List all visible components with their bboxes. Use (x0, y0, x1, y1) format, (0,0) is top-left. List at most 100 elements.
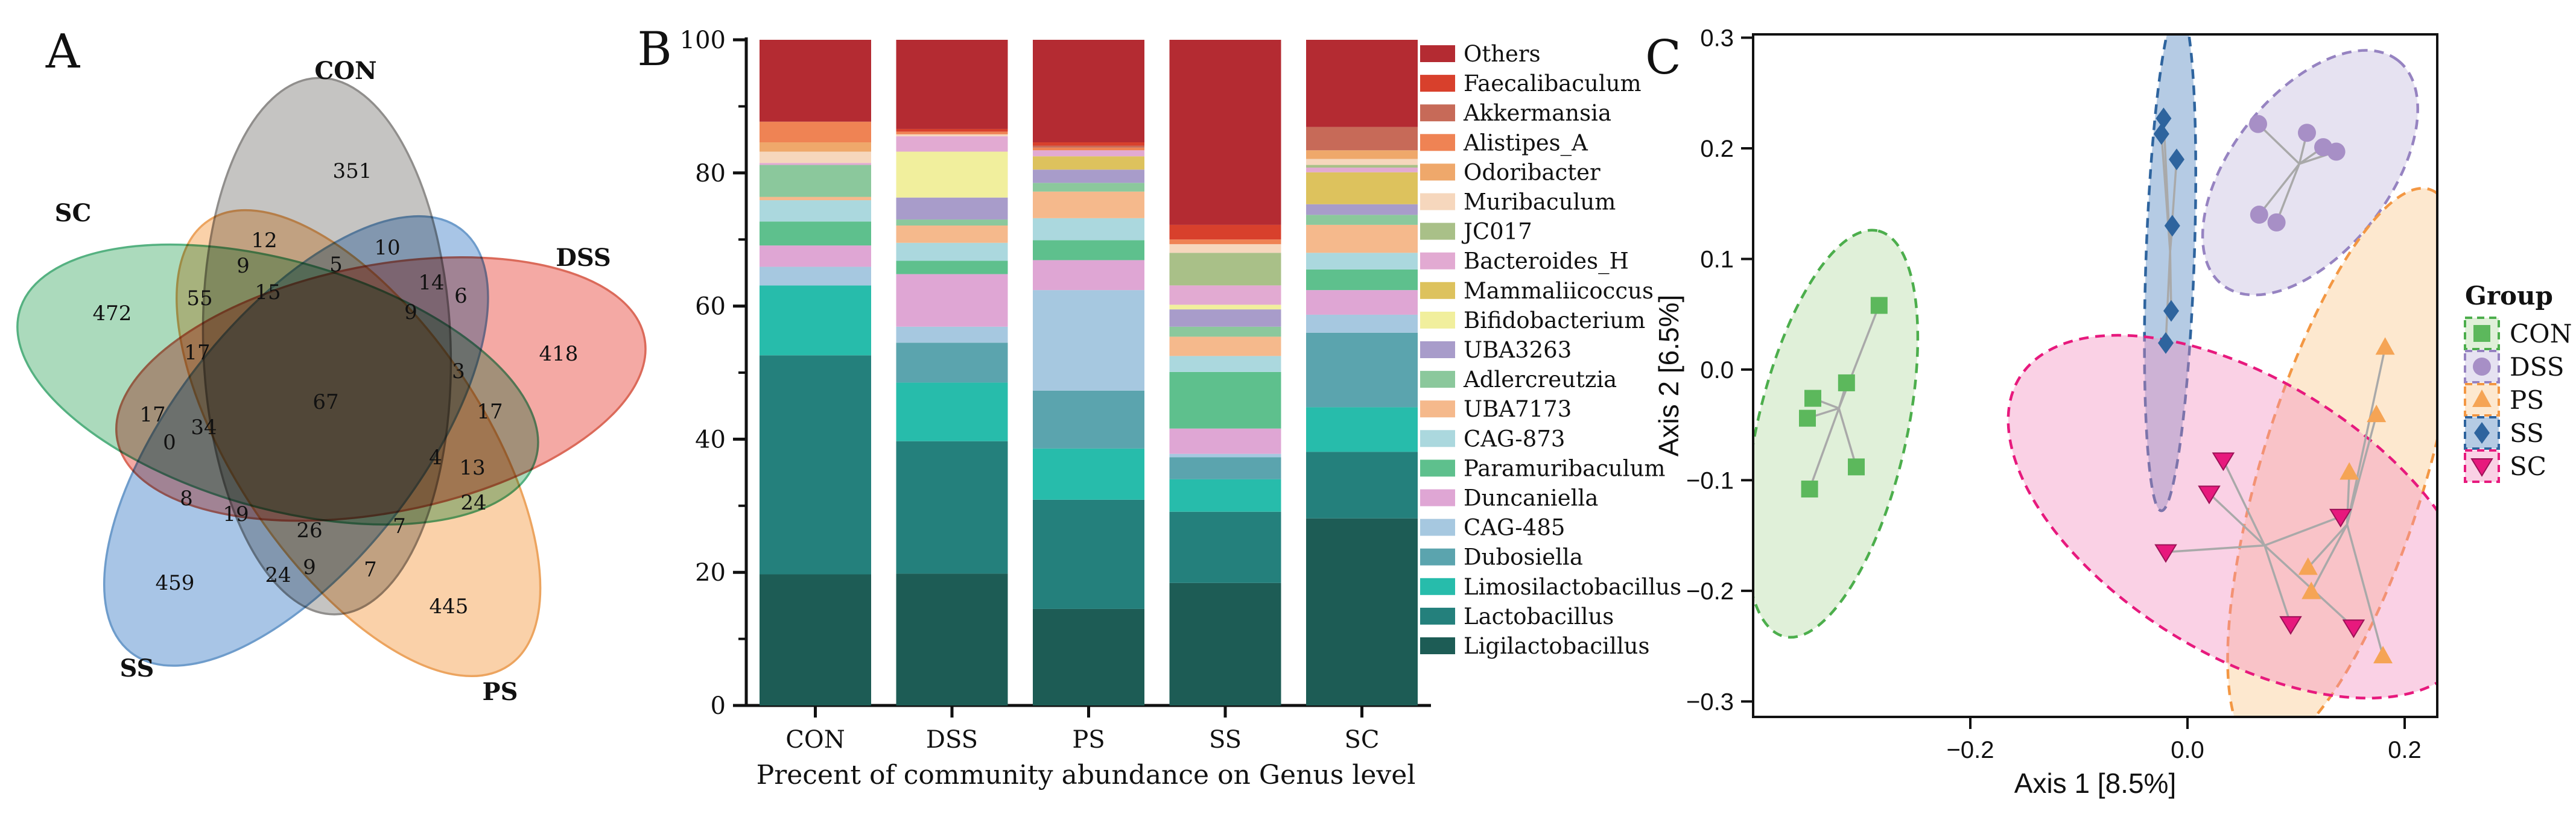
venn-region-count: 4 (429, 446, 442, 470)
bar-legend-swatch-Lactobacillus (1420, 607, 1455, 625)
venn-region-count: 67 (312, 390, 338, 414)
stacked-bar-panel: 0 20 40 60 80 100 CON DSS PS SS SC Others Faecalibac… (680, 27, 1682, 754)
bar-segment-Paramuribaculum-SS (1169, 371, 1281, 429)
scatter-frame (1752, 33, 2438, 718)
bar-legend-label-CAG-873: CAG-873 (1464, 426, 1565, 452)
bar-segment-Akkermansia-PS (1033, 145, 1144, 148)
bar-legend-label-Odoribacter: Odoribacter (1464, 159, 1600, 185)
bar-legend-label-Lactobacillus: Lactobacillus (1464, 604, 1614, 629)
scatter-legend-box-CON (2464, 317, 2500, 350)
scatter-point-PS (2373, 646, 2393, 664)
bar-segment-Odoribacter-CON (760, 142, 871, 152)
bar-legend-label-Adlercreutzia: Adlercreutzia (1463, 367, 1617, 393)
scatter-point-SC (2279, 616, 2302, 635)
bar-segment-Ligilactobacillus-SC (1306, 518, 1418, 705)
panel-c-label: C (1645, 31, 1681, 85)
venn-region-count: 17 (477, 400, 503, 424)
scatter-spider-line-DSS (2275, 163, 2301, 223)
venn-set-label-PS: PS (483, 678, 518, 706)
bar-category-label-SC: SC (1344, 726, 1379, 754)
bar-segment-CAG-873-SC (1306, 253, 1418, 270)
venn-region-count: 6 (454, 284, 468, 308)
bar-segment-CAG-485-DSS (896, 326, 1008, 343)
scatter-spider-line-SS (2160, 133, 2171, 251)
scatter-legend-marker-DSS (2473, 358, 2491, 376)
scatter-point-DSS (2298, 124, 2316, 142)
bar-y-tick-label: 60 (695, 293, 726, 321)
bar-legend-swatch-Bacteroides_H (1420, 252, 1455, 270)
bar-segment-CAG-485-CON (760, 267, 871, 286)
bar-segment-Limosilactobacillus-SS (1169, 479, 1281, 512)
bar-segment-Adlercreutzia-SS (1169, 326, 1281, 337)
bar-segment-Limosilactobacillus-PS (1033, 448, 1144, 500)
bar-segment-Adlercreutzia-SC (1306, 215, 1418, 225)
venn-region-count: 3 (452, 359, 465, 383)
bar-legend-swatch-Alistipes_A (1420, 134, 1455, 151)
scatter-point-CON (1799, 409, 1816, 427)
venn-region-count: 445 (430, 595, 469, 619)
bar-segment-Lactobacillus-CON (760, 355, 871, 575)
bar-segment-Dubosiella-PS (1033, 390, 1144, 449)
bar-segment-Paramuribaculum-CON (760, 221, 871, 246)
bar-segment-CAG-873-PS (1033, 218, 1144, 241)
venn-set-label-CON: CON (314, 57, 376, 85)
bar-legend-label-Mammaliicoccus: Mammaliicoccus (1464, 278, 1654, 304)
bar-segment-Muribaculum-CON (760, 151, 871, 163)
scatter-spider-line-SC (2222, 459, 2266, 546)
bar-legend-label-Bacteroides_H: Bacteroides_H (1464, 248, 1629, 275)
panel-b-label: B (637, 22, 671, 77)
venn-region-count: 472 (93, 301, 132, 326)
bar-legend-swatch-CAG-485 (1420, 519, 1455, 536)
bar-segment-Paramuribaculum-SC (1306, 269, 1418, 291)
scatter-point-CON (1801, 481, 1818, 498)
venn-region-count: 7 (364, 558, 377, 582)
scatter-spider-line-PS (2346, 414, 2378, 525)
bar-segment-UBA7173-DSS (896, 226, 1008, 243)
scatter-legend-label-SC: SC (2510, 452, 2546, 481)
venn-region-count: 13 (459, 456, 485, 480)
bar-segment-Limosilactobacillus-DSS (896, 382, 1008, 441)
bar-legend-swatch-Limosilactobacillus (1420, 578, 1455, 595)
bar-segment-Limosilactobacillus-CON (760, 285, 871, 356)
bar-y-tick-label: 0 (711, 692, 726, 720)
scatter-spider-line-SS (2165, 251, 2171, 343)
scatter-point-PS (2367, 405, 2387, 423)
bar-legend-label-Paramuribaculum: Paramuribaculum (1464, 455, 1666, 481)
scatter-point-DSS (2267, 213, 2286, 232)
venn-region-count: 8 (180, 487, 193, 511)
scatter-point-SS (2156, 107, 2172, 130)
bar-legend-swatch-Others (1420, 45, 1455, 62)
scatter-panel: −0.2 0.0 0.2 0.3 0.2 0.1 0.0 −0.1 −0.2 −0.3 CONDSS… (1686, 25, 2572, 763)
scatter-point-PS (2298, 557, 2318, 575)
bar-legend-swatch-UBA7173 (1420, 400, 1455, 418)
bar-segment-Limosilactobacillus-SC (1306, 407, 1418, 452)
bar-segment-Duncaniella-DSS (896, 274, 1008, 327)
scatter-spider-line-DSS (2258, 163, 2300, 216)
bar-segment-Others-SS (1169, 40, 1281, 225)
scatter-point-SS (2163, 300, 2179, 322)
scatter-legend-marker-SC (2470, 458, 2493, 477)
scatter-legend-title: Group (2465, 281, 2553, 311)
scatter-ellipse-DSS (2201, 49, 2419, 297)
venn-region-count: 17 (139, 403, 165, 427)
bar-legend-label-Dubosiella: Dubosiella (1464, 544, 1583, 570)
bar-segment-Alistipes_A-SS (1169, 239, 1281, 244)
scatter-y-axis-title: Axis 2 [6.5%] (1653, 295, 1684, 456)
venn-region-count: 9 (303, 555, 316, 579)
bar-segment-Dubosiella-DSS (896, 342, 1008, 383)
bar-segment-CAG-485-SC (1306, 314, 1418, 333)
bar-segment-Adlercreutzia-DSS (896, 219, 1008, 226)
bar-segment-UBA7173-CON (760, 197, 871, 201)
scatter-spider-line-PS (2310, 523, 2349, 593)
bar-segment-Alistipes_A-CON (760, 121, 871, 143)
venn-region-count: 10 (374, 236, 400, 260)
bar-segment-UBA7173-SS (1169, 336, 1281, 356)
bar-legend-label-Ligilactobacillus: Ligilactobacillus (1464, 633, 1649, 659)
scatter-point-DSS (2327, 142, 2346, 161)
bar-segment-Akkermansia-SC (1306, 127, 1418, 151)
bar-segment-Paramuribaculum-PS (1033, 240, 1144, 260)
bar-segment-Adlercreutzia-CON (760, 165, 871, 197)
